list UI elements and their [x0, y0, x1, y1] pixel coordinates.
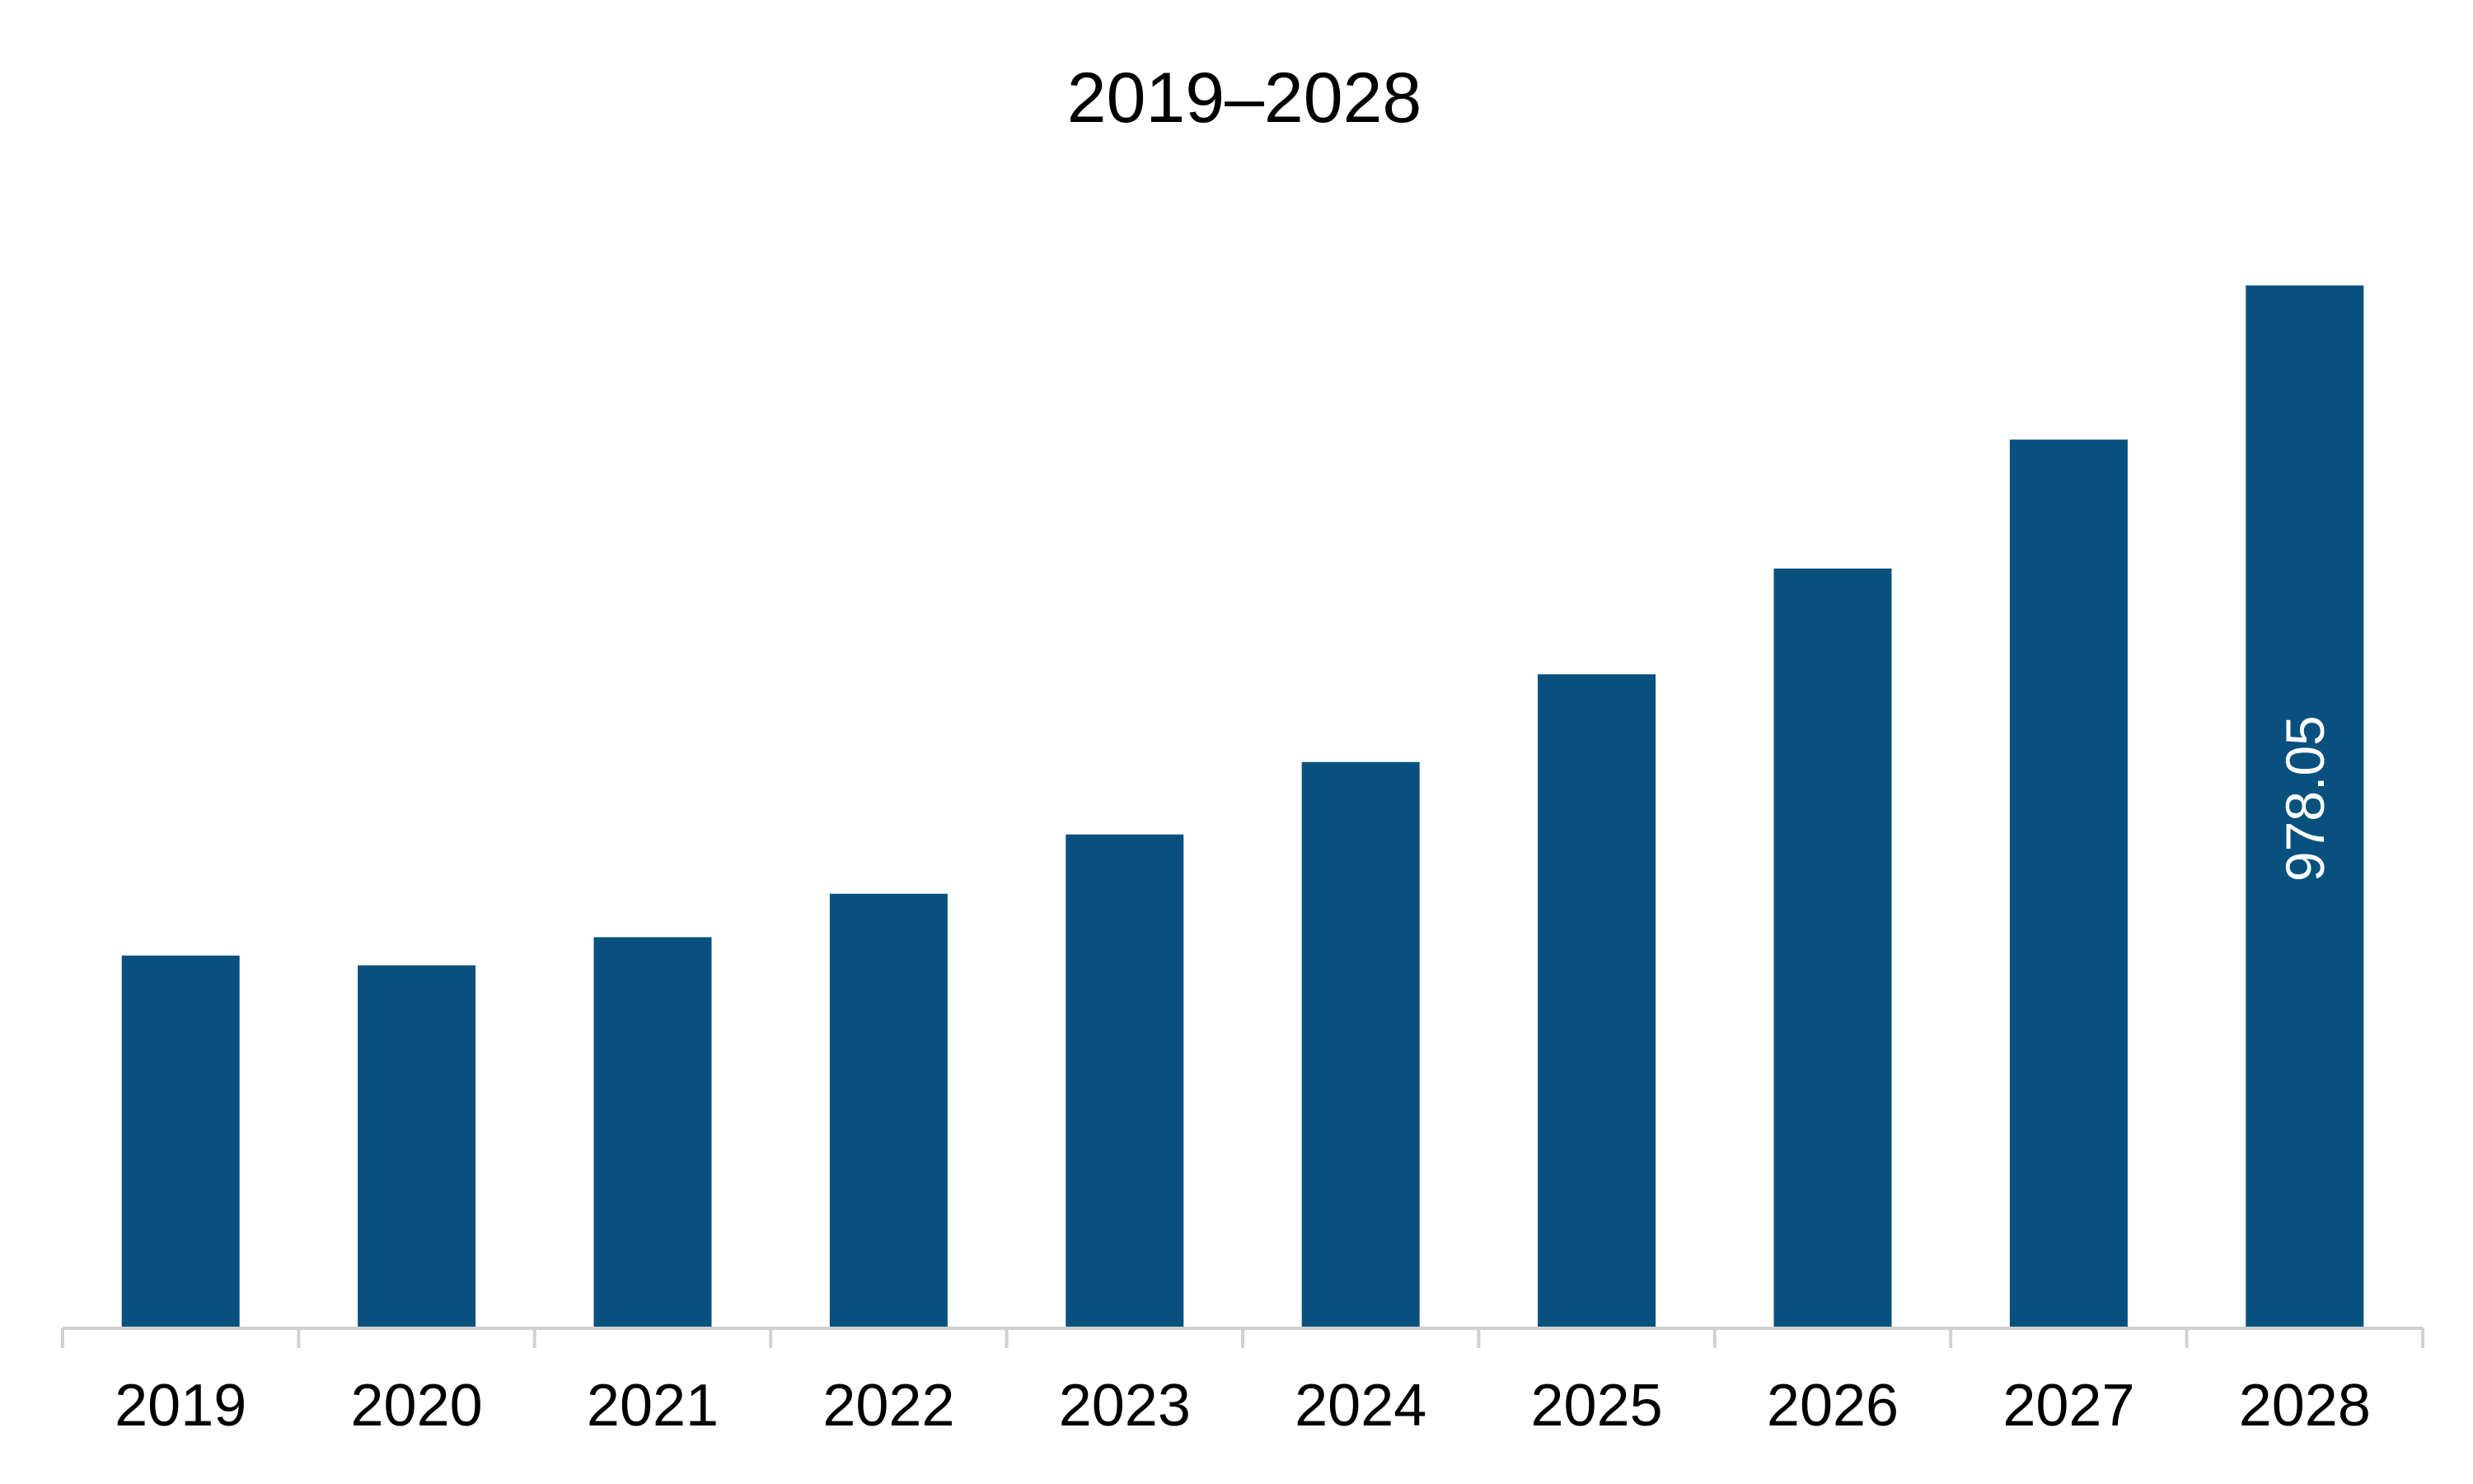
data-labels: 978.05 [2274, 715, 2335, 882]
bar-2023 [1066, 834, 1184, 1328]
bar-2024 [1301, 761, 1420, 1328]
bar-2019 [121, 955, 240, 1328]
x-tick-label-2028: 2028 [2239, 1373, 2371, 1439]
bar-2027 [2009, 439, 2128, 1328]
x-tick-label-2022: 2022 [822, 1373, 954, 1439]
data-label-2028: 978.05 [2274, 715, 2335, 882]
x-tick-label-2020: 2020 [351, 1373, 483, 1439]
bar-2025 [1538, 674, 1656, 1328]
x-axis [61, 1327, 2424, 1348]
x-tick-label-2027: 2027 [2002, 1373, 2134, 1439]
x-tick-labels: 2019 2020 2021 2022 2023 2024 2025 2026 2027 2028 [115, 1373, 2371, 1439]
x-tick-label-2021: 2021 [587, 1373, 719, 1439]
bar-2028 [2246, 285, 2364, 1328]
bar-2021 [593, 937, 712, 1328]
x-tick-label-2026: 2026 [1767, 1373, 1899, 1439]
bar-2026 [1773, 569, 1892, 1328]
bar-2022 [829, 893, 948, 1328]
bars-group [121, 285, 2364, 1328]
bar-2020 [358, 965, 476, 1328]
x-tick-label-2025: 2025 [1531, 1373, 1663, 1439]
x-tick-label-2023: 2023 [1059, 1373, 1191, 1439]
chart-title: 2019–2028 [1067, 59, 1422, 138]
x-tick-label-2024: 2024 [1295, 1373, 1426, 1439]
x-tick-label-2019: 2019 [115, 1373, 246, 1439]
